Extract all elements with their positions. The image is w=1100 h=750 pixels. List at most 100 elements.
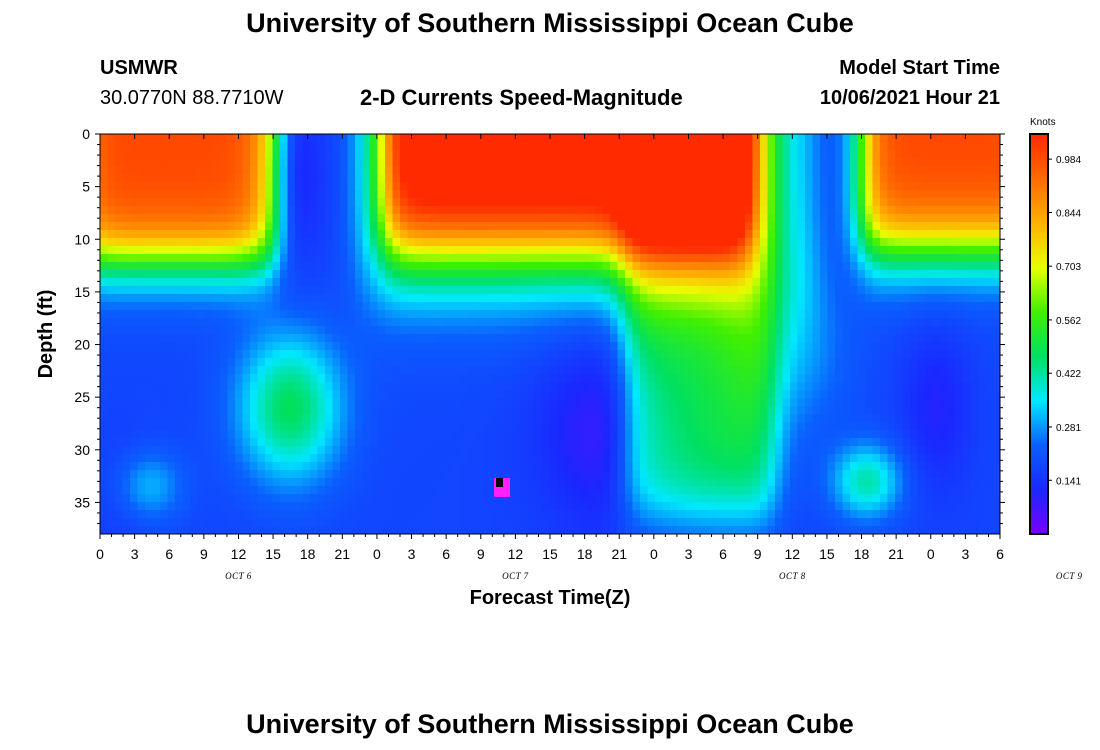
heatmap-cell <box>872 278 881 287</box>
heatmap-cell <box>167 422 176 431</box>
heatmap-cell <box>700 302 708 311</box>
heatmap-cell <box>820 158 828 167</box>
heatmap-cell <box>347 446 356 455</box>
heatmap-cell <box>797 422 806 431</box>
heatmap-cell <box>572 462 581 471</box>
heatmap-cell <box>752 142 761 151</box>
heatmap-cell <box>145 366 153 375</box>
heatmap-cell <box>122 326 131 335</box>
heatmap-cell <box>707 390 716 399</box>
heatmap-cell <box>505 366 513 375</box>
heatmap-cell <box>880 454 888 463</box>
heatmap-cell <box>160 166 168 175</box>
heatmap-cell <box>370 366 378 375</box>
heatmap-cell <box>445 294 453 303</box>
heatmap-cell <box>565 422 573 431</box>
heatmap-cell <box>145 142 153 151</box>
heatmap-cell <box>355 150 363 159</box>
heatmap-cell <box>535 398 543 407</box>
heatmap-cell <box>662 230 671 239</box>
heatmap-cell <box>520 334 528 343</box>
heatmap-cell <box>865 310 873 319</box>
heatmap-cell <box>730 270 738 279</box>
heatmap-cell <box>205 270 213 279</box>
heatmap-cell <box>602 158 611 167</box>
heatmap-cell <box>415 390 423 399</box>
heatmap-cell <box>482 142 491 151</box>
heatmap-cell <box>550 318 558 327</box>
heatmap-cell <box>955 390 963 399</box>
heatmap-cell <box>557 206 566 215</box>
heatmap-cell <box>685 270 693 279</box>
heatmap-cell <box>827 214 836 223</box>
heatmap-cell <box>167 438 176 447</box>
heatmap-cell <box>145 294 153 303</box>
heatmap-cell <box>235 286 243 295</box>
heatmap-cell <box>812 398 821 407</box>
heatmap-cell <box>235 318 243 327</box>
heatmap-cell <box>932 382 941 391</box>
heatmap-cell <box>520 134 528 143</box>
heatmap-cell <box>392 422 401 431</box>
heatmap-cell <box>137 438 146 447</box>
heatmap-cell <box>880 190 888 199</box>
heatmap-cell <box>542 174 551 183</box>
heatmap-cell <box>985 318 993 327</box>
heatmap-cell <box>752 382 761 391</box>
heatmap-cell <box>767 238 776 247</box>
heatmap-cell <box>482 198 491 207</box>
heatmap-cell <box>250 422 258 431</box>
heatmap-cell <box>460 222 468 231</box>
heatmap-cell <box>640 206 648 215</box>
heatmap-cell <box>895 334 903 343</box>
heatmap-cell <box>197 286 206 295</box>
heatmap-cell <box>332 414 341 423</box>
heatmap-cell <box>295 438 303 447</box>
heatmap-cell <box>287 222 296 231</box>
heatmap-cell <box>497 294 506 303</box>
heatmap-cell <box>287 238 296 247</box>
heatmap-cell <box>460 142 468 151</box>
heatmap-cell <box>617 350 626 359</box>
heatmap-cell <box>167 350 176 359</box>
heatmap-cell <box>280 174 288 183</box>
heatmap-cell <box>797 326 806 335</box>
heatmap-cell <box>145 318 153 327</box>
heatmap-cell <box>445 398 453 407</box>
heatmap-cell <box>407 190 416 199</box>
heatmap-cell <box>242 462 251 471</box>
heatmap-cell <box>797 166 806 175</box>
heatmap-cell <box>767 286 776 295</box>
heatmap-cell <box>190 182 198 191</box>
heatmap-cell <box>857 222 866 231</box>
heatmap-cell <box>460 214 468 223</box>
heatmap-cell <box>347 302 356 311</box>
heatmap-cell <box>250 318 258 327</box>
heatmap-cell <box>197 134 206 143</box>
heatmap-cell <box>490 334 498 343</box>
heatmap-cell <box>377 254 386 263</box>
heatmap-cell <box>490 158 498 167</box>
heatmap-cell <box>475 158 483 167</box>
heatmap-cell <box>625 270 633 279</box>
heatmap-cell <box>782 342 791 351</box>
heatmap-cell <box>602 414 611 423</box>
heatmap-cell <box>760 166 768 175</box>
heatmap-cell <box>152 262 161 271</box>
heatmap-cell <box>355 342 363 351</box>
heatmap-cell <box>505 342 513 351</box>
heatmap-cell <box>347 398 356 407</box>
heatmap-cell <box>482 158 491 167</box>
heatmap-cell <box>940 374 948 383</box>
heatmap-cell <box>182 318 191 327</box>
heatmap-cell <box>812 374 821 383</box>
heatmap-cell <box>572 326 581 335</box>
heatmap-cell <box>152 382 161 391</box>
heatmap-cell <box>572 454 581 463</box>
heatmap-cell <box>820 382 828 391</box>
heatmap-cell <box>272 454 281 463</box>
heatmap-cell <box>662 182 671 191</box>
heatmap-cell <box>115 446 123 455</box>
heatmap-cell <box>167 182 176 191</box>
heatmap-cell <box>467 254 476 263</box>
